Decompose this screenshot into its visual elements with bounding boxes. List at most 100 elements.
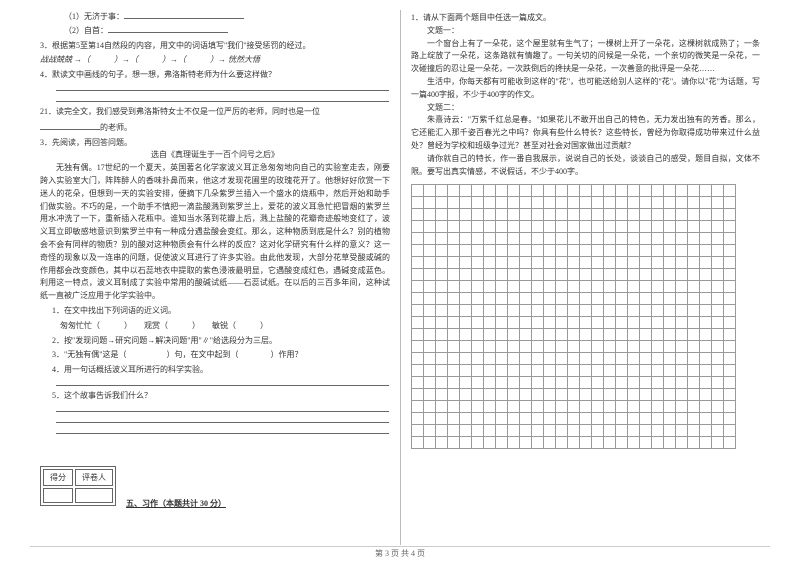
grid-cell xyxy=(484,185,496,197)
grid-cell xyxy=(712,401,724,413)
grid-cell xyxy=(508,341,520,353)
grid-cell xyxy=(580,257,592,269)
grid-cell xyxy=(556,425,568,437)
grid-cell xyxy=(664,221,676,233)
grid-cell xyxy=(652,221,664,233)
grid-cell xyxy=(628,329,640,341)
grid-cell xyxy=(532,269,544,281)
score-label: 得分 xyxy=(43,469,73,486)
grid-cell xyxy=(580,341,592,353)
grid-cell xyxy=(688,197,700,209)
grid-cell xyxy=(472,377,484,389)
grid-cell xyxy=(616,341,628,353)
grid-cell xyxy=(724,305,736,317)
grid-cell xyxy=(616,353,628,365)
grid-cell xyxy=(556,185,568,197)
grid-cell xyxy=(412,365,424,377)
grid-cell xyxy=(496,401,508,413)
grid-cell xyxy=(412,245,424,257)
grid-cell xyxy=(724,197,736,209)
grid-cell xyxy=(520,317,532,329)
blank-line xyxy=(56,414,389,423)
grid-cell xyxy=(604,221,616,233)
grid-cell xyxy=(604,353,616,365)
grid-cell xyxy=(568,305,580,317)
grid-cell xyxy=(556,413,568,425)
grid-cell xyxy=(556,245,568,257)
grid-cell xyxy=(508,437,520,449)
grid-cell xyxy=(484,341,496,353)
grid-cell xyxy=(496,317,508,329)
grid-cell xyxy=(412,389,424,401)
grid-cell xyxy=(508,185,520,197)
grid-cell xyxy=(484,317,496,329)
grid-cell xyxy=(712,209,724,221)
grid-cell xyxy=(520,377,532,389)
grid-cell xyxy=(652,293,664,305)
grid-cell xyxy=(664,197,676,209)
grid-cell xyxy=(700,209,712,221)
grid-cell xyxy=(700,437,712,449)
grid-cell xyxy=(628,233,640,245)
grid-cell xyxy=(532,329,544,341)
grid-cell xyxy=(628,305,640,317)
grid-cell xyxy=(640,233,652,245)
grid-cell xyxy=(616,293,628,305)
grid-cell xyxy=(724,185,736,197)
grid-cell xyxy=(604,197,616,209)
grid-cell xyxy=(544,389,556,401)
grid-cell xyxy=(688,305,700,317)
grid-cell xyxy=(496,281,508,293)
grid-cell xyxy=(460,425,472,437)
grid-cell xyxy=(616,425,628,437)
grid-cell xyxy=(472,221,484,233)
grid-cell xyxy=(448,317,460,329)
grid-cell xyxy=(580,389,592,401)
grid-cell xyxy=(592,269,604,281)
grid-cell xyxy=(700,293,712,305)
grid-cell xyxy=(676,365,688,377)
grid-cell xyxy=(448,353,460,365)
q3: 3．根据第5至第14自然段的内容，用文中的词语填写"我们"接受惩罚的经过。 xyxy=(40,40,390,53)
grid-cell xyxy=(640,413,652,425)
page-container: （1）无济于事： （2）自首： 3．根据第5至第14自然段的内容，用文中的词语填… xyxy=(0,0,800,545)
grid-cell xyxy=(640,437,652,449)
grid-cell xyxy=(664,377,676,389)
grid-cell xyxy=(700,353,712,365)
grid-cell xyxy=(640,245,652,257)
grid-cell xyxy=(544,269,556,281)
grid-cell xyxy=(436,197,448,209)
grid-cell xyxy=(676,197,688,209)
grid-cell xyxy=(676,257,688,269)
grid-cell xyxy=(544,413,556,425)
grid-cell xyxy=(436,281,448,293)
grid-cell xyxy=(724,389,736,401)
grid-cell xyxy=(724,329,736,341)
grid-cell xyxy=(532,401,544,413)
grid-cell xyxy=(508,245,520,257)
topic2-req: 请你就自己的特长，作一番自我展示，说说自己的长处，谈谈自己的感受，题目自拟，文体… xyxy=(411,153,760,179)
writing-grid xyxy=(411,184,736,449)
grid-cell xyxy=(688,209,700,221)
grid-cell xyxy=(664,281,676,293)
grid-cell xyxy=(448,221,460,233)
grid-cell xyxy=(676,341,688,353)
grid-cell xyxy=(592,401,604,413)
grid-cell xyxy=(676,269,688,281)
grid-cell xyxy=(688,233,700,245)
grid-cell xyxy=(592,281,604,293)
grid-cell xyxy=(508,401,520,413)
grid-cell xyxy=(520,269,532,281)
grid-cell xyxy=(700,305,712,317)
grid-cell xyxy=(640,329,652,341)
grid-cell xyxy=(580,233,592,245)
grid-cell xyxy=(652,317,664,329)
grid-cell xyxy=(724,341,736,353)
grid-cell xyxy=(664,425,676,437)
grid-cell xyxy=(700,221,712,233)
grid-cell xyxy=(616,413,628,425)
grid-cell xyxy=(532,377,544,389)
grid-cell xyxy=(688,221,700,233)
grid-cell xyxy=(412,425,424,437)
grid-cell xyxy=(676,437,688,449)
